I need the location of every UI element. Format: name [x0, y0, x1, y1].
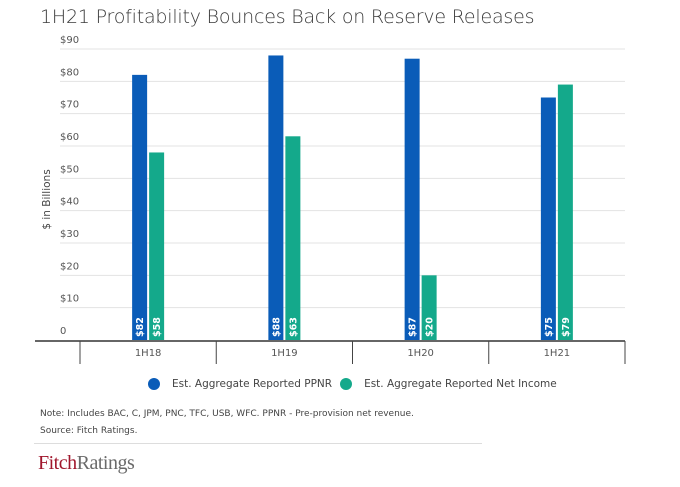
data-label: $58 — [152, 317, 163, 337]
data-label: $88 — [271, 317, 282, 337]
bar — [149, 152, 165, 340]
footer-divider — [34, 443, 482, 444]
y-tick-label: $70 — [60, 100, 79, 111]
legend-swatch-ppnr — [148, 378, 160, 390]
logo-ratings: Ratings — [76, 452, 135, 474]
bar — [132, 74, 148, 340]
y-tick-label: $80 — [60, 67, 79, 78]
note-text: Note: Includes BAC, C, JPM, PNC, TFC, US… — [40, 409, 414, 419]
footnotes: Note: Includes BAC, C, JPM, PNC, TFC, US… — [40, 406, 414, 440]
y-axis-title: $ in Billions — [41, 169, 53, 229]
fitch-ratings-logo: FitchRatings — [38, 452, 135, 475]
y-tick-label: $40 — [60, 197, 79, 208]
x-tick-label: 1H21 — [544, 348, 571, 359]
y-tick-label: $60 — [60, 132, 79, 143]
bar — [557, 84, 573, 340]
legend-label-ppnr: Est. Aggregate Reported PPNR — [172, 378, 333, 390]
data-label: $63 — [288, 317, 299, 337]
y-tick-label: $30 — [60, 229, 79, 240]
legend-swatch-net-income — [340, 378, 353, 390]
data-label: $87 — [408, 317, 419, 337]
y-tick-label: $10 — [60, 294, 79, 305]
data-label: $79 — [561, 317, 572, 337]
data-label: $82 — [135, 317, 146, 337]
legend-item-net-income: Est. Aggregate Reported Net Income — [340, 378, 557, 390]
bar — [285, 136, 301, 340]
bar — [540, 97, 556, 340]
legend-item-ppnr: Est. Aggregate Reported PPNR — [148, 378, 332, 390]
legend: Est. Aggregate Reported PPNR Est. Aggreg… — [148, 378, 565, 390]
bar-chart: 0 $10 $20 $30 $40 $50 $60 $70 $80 $90 $ in Billion… — [35, 35, 626, 364]
x-tick-label: 1H18 — [135, 348, 162, 359]
y-tick-label: $90 — [60, 35, 79, 46]
data-label: $20 — [425, 317, 436, 337]
logo-fitch: Fitch — [38, 452, 77, 474]
data-label: $75 — [544, 317, 555, 337]
source-text: Source: Fitch Ratings. — [40, 426, 138, 436]
x-tick-label: 1H19 — [271, 348, 298, 359]
bar — [268, 55, 284, 340]
legend-label-net-income: Est. Aggregate Reported Net Income — [364, 378, 557, 390]
y-tick-label: $20 — [60, 261, 79, 272]
bar — [404, 58, 420, 340]
chart-title: 1H21 Profitability Bounces Back on Reser… — [40, 6, 535, 28]
bar — [421, 275, 437, 340]
x-tick-label: 1H20 — [407, 348, 434, 359]
y-tick-label: 0 — [60, 326, 66, 337]
y-tick-label: $50 — [60, 164, 79, 175]
